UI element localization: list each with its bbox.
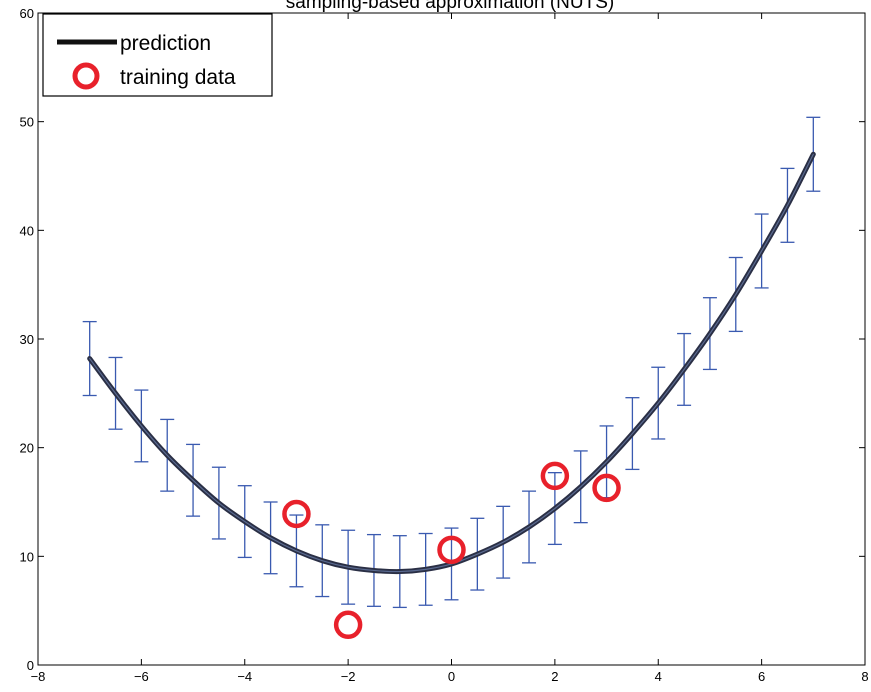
- prediction-line-highlight: [89, 153, 814, 573]
- chart-title: sampling-based approximation (NUTS): [286, 0, 614, 13]
- training-data-point: [592, 473, 621, 503]
- training-data-point: [437, 535, 466, 565]
- y-tick-label: 50: [20, 115, 34, 130]
- y-tick-label: 40: [20, 223, 34, 238]
- y-tick-label: 30: [20, 332, 34, 347]
- x-tick-label: −4: [237, 669, 252, 684]
- legend-prediction-label: prediction: [120, 32, 211, 55]
- y-tick-label: 20: [20, 441, 34, 456]
- x-tick-label: −2: [341, 669, 356, 684]
- x-tick-label: −6: [134, 669, 149, 684]
- y-tick-label: 10: [20, 549, 34, 564]
- training-data-point: [333, 610, 363, 640]
- training-data-point: [282, 499, 311, 529]
- legend-training-label: training data: [120, 66, 236, 89]
- y-tick-label: 60: [20, 6, 34, 21]
- plot-area: [82, 116, 821, 640]
- training-data-point: [540, 461, 570, 491]
- prediction-line: [87, 151, 816, 575]
- x-tick-label: 4: [655, 669, 662, 684]
- x-tick-label: −8: [31, 669, 46, 684]
- legend-box: [42, 13, 273, 97]
- y-tick-label: 0: [27, 658, 34, 673]
- x-tick-label: 6: [758, 669, 765, 684]
- x-tick-label: 8: [861, 669, 868, 684]
- legend-training-marker: [72, 62, 100, 90]
- axes: −8 −6 −4 −2 0 2 4 6 8 0 10 20 30 40 50 60: [20, 6, 869, 684]
- x-tick-label: 2: [551, 669, 558, 684]
- legend: prediction training data: [42, 13, 273, 97]
- x-tick-label: 0: [448, 669, 455, 684]
